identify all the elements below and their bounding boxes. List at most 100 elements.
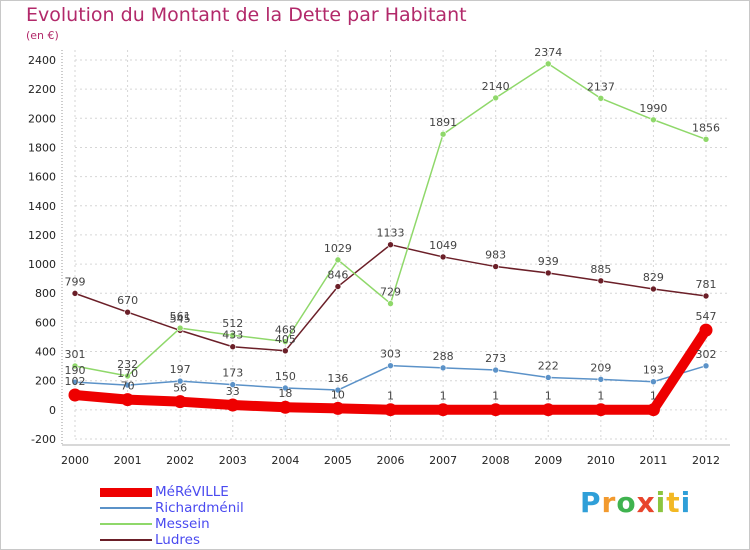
data-point	[492, 94, 499, 102]
logo-letter: o	[616, 486, 637, 519]
data-point	[334, 283, 342, 290]
y-tick-label: 800	[35, 287, 56, 300]
y-tick-label: 2400	[28, 54, 56, 67]
data-point	[544, 269, 552, 277]
data-label: 1856	[692, 121, 720, 134]
legend: MéRéVILLE Richardménil Messein Ludres	[100, 484, 244, 548]
data-point	[124, 372, 131, 380]
data-label: 405	[275, 333, 296, 346]
data-point	[387, 300, 394, 307]
data-label: 190	[65, 364, 86, 377]
legend-swatch	[100, 487, 152, 497]
legend-item: Richardménil	[100, 500, 244, 516]
data-label: 547	[696, 310, 717, 323]
legend-item: MéRéVILLE	[100, 484, 244, 500]
data-label: 193	[643, 364, 664, 377]
data-label: 33	[226, 385, 240, 398]
x-tick-label: 2006	[377, 454, 405, 467]
y-tick-label: 1200	[28, 229, 56, 242]
data-point	[436, 403, 450, 417]
data-point	[282, 384, 289, 392]
data-point	[71, 378, 79, 386]
data-label: 56	[173, 382, 187, 395]
data-label: 197	[170, 363, 191, 376]
data-label: 781	[696, 278, 717, 291]
x-tick-label: 2000	[61, 454, 89, 467]
data-label: 1	[597, 390, 604, 403]
data-point	[71, 362, 79, 370]
data-label: 1990	[639, 102, 667, 115]
data-label: 303	[380, 348, 401, 361]
data-point	[489, 403, 503, 417]
logo-letter: r	[601, 486, 617, 519]
data-point	[387, 241, 394, 248]
y-tick-label: -200	[31, 433, 56, 446]
proxiti-logo: Proxiti	[580, 486, 691, 519]
data-label: 136	[327, 372, 348, 385]
data-point	[650, 116, 657, 124]
data-label: 173	[222, 367, 243, 380]
data-point	[229, 343, 237, 351]
data-point	[439, 364, 447, 372]
data-point	[702, 292, 710, 300]
data-label: 939	[538, 255, 559, 268]
data-point	[594, 403, 608, 417]
data-point	[597, 277, 605, 285]
data-point	[334, 256, 342, 264]
data-label: 983	[485, 249, 506, 262]
logo-letter: P	[580, 486, 602, 519]
data-point	[492, 263, 499, 270]
y-tick-label: 600	[35, 316, 56, 329]
y-tick-label: 1600	[28, 171, 56, 184]
logo-letter: t	[666, 486, 681, 519]
x-tick-label: 2009	[534, 454, 562, 467]
x-tick-label: 2002	[166, 454, 194, 467]
y-tick-label: 200	[35, 375, 56, 388]
data-label: 1	[650, 390, 657, 403]
data-point	[699, 323, 713, 337]
data-label: 273	[485, 352, 506, 365]
y-tick-label: 0	[49, 404, 56, 417]
legend-swatch	[100, 507, 152, 509]
data-point	[702, 362, 710, 370]
data-label: 102	[65, 375, 86, 388]
data-point	[544, 374, 552, 381]
data-point	[439, 130, 447, 138]
data-label: 512	[222, 317, 243, 330]
data-point	[387, 362, 394, 369]
x-tick-label: 2007	[429, 454, 457, 467]
x-tick-label: 2011	[639, 454, 667, 467]
data-label: 545	[170, 312, 191, 325]
data-label: 301	[65, 348, 86, 361]
data-label: 1	[440, 390, 447, 403]
data-point	[384, 403, 397, 417]
x-tick-label: 2003	[219, 454, 247, 467]
legend-swatch	[100, 523, 152, 525]
data-label: 2137	[587, 80, 615, 93]
legend-label: Richardménil	[155, 500, 244, 516]
logo-letter: i	[680, 486, 692, 519]
data-label: 70	[121, 380, 135, 393]
legend-swatch	[100, 539, 152, 541]
data-point	[492, 366, 499, 374]
logo-letter: x	[636, 486, 656, 519]
data-point	[334, 386, 342, 394]
data-label: 170	[117, 367, 138, 380]
data-point	[597, 95, 605, 102]
data-label: 729	[380, 286, 401, 299]
data-label: 468	[275, 324, 296, 337]
data-label: 1133	[377, 227, 405, 240]
data-point	[176, 377, 184, 385]
data-label: 670	[117, 294, 138, 307]
data-label: 1891	[429, 116, 457, 129]
chart-title: Evolution du Montant de la Dette par Hab…	[26, 4, 467, 26]
data-label: 1	[387, 390, 394, 403]
data-point	[226, 398, 240, 412]
data-point	[173, 395, 187, 409]
data-label: 846	[327, 269, 348, 282]
data-point	[229, 331, 237, 339]
x-tick-label: 2012	[692, 454, 720, 467]
legend-item: Ludres	[100, 532, 244, 548]
data-label: 18	[278, 387, 292, 400]
